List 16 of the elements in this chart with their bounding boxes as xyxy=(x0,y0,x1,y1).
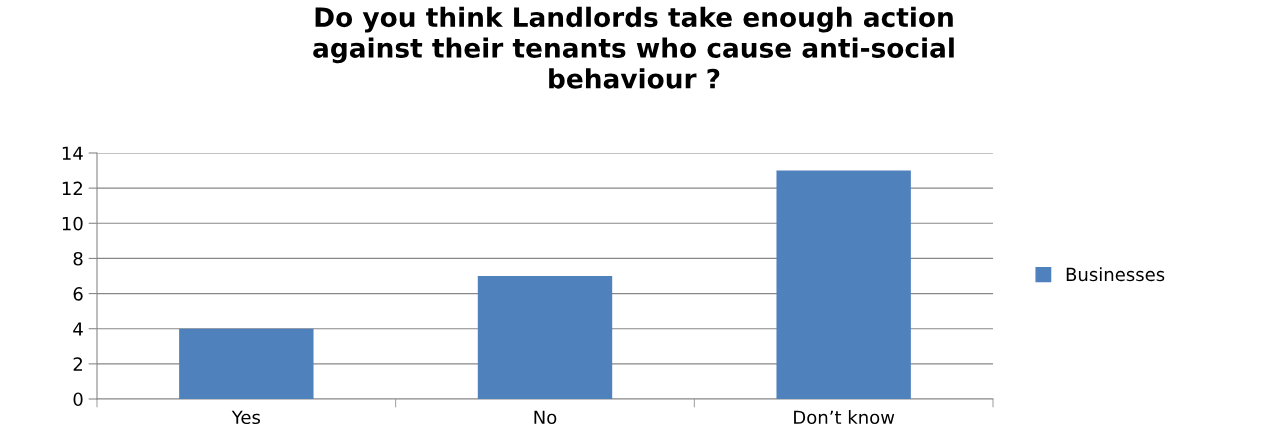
bar xyxy=(477,276,613,399)
x-tick-label: No xyxy=(534,410,557,425)
y-tick-label: 8 xyxy=(73,251,83,266)
y-tick-label: 10 xyxy=(62,216,83,231)
bar xyxy=(179,328,314,399)
y-tick-label: 4 xyxy=(73,322,83,336)
chart-title: Do you think Landlords take enough action against their tenants who cause anti-social behaviour ? xyxy=(313,6,954,89)
x-tick-label: Yes xyxy=(231,410,261,425)
bar xyxy=(776,170,911,399)
y-tick-label: 2 xyxy=(73,357,82,371)
y-tick-label: 6 xyxy=(73,287,83,301)
x-tick-label: Don’t know xyxy=(794,410,895,425)
y-tick-label: 0 xyxy=(73,392,83,407)
y-tick-label: 12 xyxy=(62,181,82,195)
y-tick-label: 14 xyxy=(62,146,83,160)
legend-label: Businesses xyxy=(1066,267,1165,282)
